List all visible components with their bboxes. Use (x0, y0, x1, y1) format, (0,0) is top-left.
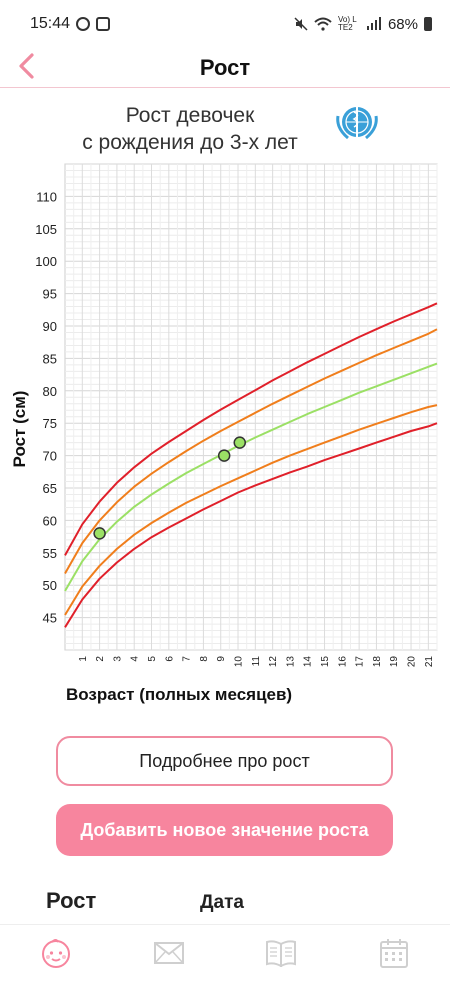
status-bar: 15:44 Vo) LTE2 68% (0, 0, 450, 48)
y-tick-label: 60 (43, 513, 57, 528)
x-tick-label: 3 (112, 656, 123, 662)
x-axis-label: Возраст (полных месяцев) (66, 685, 292, 704)
x-tick-label: 20 (407, 656, 418, 668)
x-tick-label: 21 (424, 656, 435, 668)
back-button[interactable] (10, 50, 42, 82)
battery-percent: 68% (387, 15, 418, 33)
nav-item-messages[interactable] (144, 931, 194, 975)
y-tick-label: 95 (43, 287, 57, 302)
chart-title: Рост девочек с рождения до 3-х лет (40, 102, 340, 156)
y-tick-label: 110 (36, 189, 57, 204)
wifi-icon (314, 17, 332, 31)
measurement-point (233, 436, 247, 449)
x-tick-label: 14 (303, 656, 314, 668)
column-height-header: Рост (46, 888, 97, 913)
x-tick-label: 6 (164, 656, 175, 662)
app-header: Рост (0, 48, 450, 88)
status-left: 15:44 (30, 15, 111, 33)
network-type: Vo) LTE2 (337, 15, 357, 32)
series-line-3 (64, 362, 438, 592)
bottom-nav (0, 924, 450, 1000)
x-tick-label: 17 (355, 656, 366, 668)
x-tick-label: 5 (147, 656, 158, 662)
book-icon (266, 939, 297, 967)
who-logo-icon (336, 106, 378, 140)
app-notification-icon (96, 17, 111, 31)
y-axis-label: Рост (см) (10, 391, 29, 468)
growth-chart-section: 45 50 55 60 65 70 75 80 85 90 95 100 105 110 1 2 3 4 5 6 7 8 9… (0, 96, 450, 716)
x-tick-label: 7 (182, 656, 193, 662)
y-tick-label: 70 (43, 449, 57, 464)
y-tick-label: 75 (43, 416, 57, 431)
x-tick-label: 15 (320, 656, 331, 668)
envelope-icon (153, 941, 184, 964)
y-tick-label: 50 (43, 578, 57, 593)
plot-area (64, 163, 438, 651)
whatsapp-icon (76, 17, 91, 31)
y-tick-label: 100 (35, 254, 57, 269)
nav-item-calendar[interactable] (369, 931, 419, 975)
page-title: Рост (199, 54, 251, 80)
column-date-header: Дата (200, 892, 244, 913)
measurement-point (217, 449, 231, 462)
y-tick-label: 85 (43, 351, 57, 366)
x-tick-label: 1 (78, 656, 89, 662)
x-tick-label: 2 (95, 656, 106, 662)
nav-item-baby[interactable] (31, 931, 81, 975)
chart-title-line2: с рождения до 3-х лет (82, 131, 298, 154)
y-tick-label: 80 (43, 384, 57, 399)
x-tick-label: 10 (234, 656, 245, 668)
chart-title-line1: Рост девочек (125, 104, 255, 127)
more-about-height-button[interactable]: Подробнее про рост (56, 736, 393, 786)
signal-icon (366, 17, 381, 30)
y-tick-label: 65 (43, 481, 57, 496)
y-tick-label: 90 (43, 319, 57, 334)
series-line-5 (64, 302, 438, 556)
series-line-1 (64, 422, 438, 628)
calendar-icon (379, 938, 408, 968)
x-tick-label: 12 (268, 656, 279, 668)
x-tick-label: 11 (251, 656, 262, 667)
x-tick-label: 16 (337, 656, 348, 668)
x-tick-label: 9 (216, 656, 227, 662)
y-tick-label: 105 (35, 222, 57, 237)
x-tick-label: 18 (372, 656, 383, 668)
x-tick-label: 4 (130, 656, 141, 662)
measurement-point (93, 527, 106, 540)
y-tick-label: 55 (43, 546, 57, 561)
add-height-button[interactable]: Добавить новое значение роста (56, 804, 393, 856)
series-line-4 (64, 328, 438, 574)
height-table-header: Рост Дата (0, 884, 450, 924)
battery-icon (424, 17, 432, 31)
series-line-2 (64, 404, 438, 616)
chevron-left-icon (19, 53, 34, 79)
x-tick-label: 19 (389, 656, 400, 668)
mute-icon (294, 17, 308, 31)
x-tick-label: 13 (285, 656, 296, 668)
status-right: Vo) LTE2 68% (294, 16, 432, 33)
baby-face-icon (42, 938, 71, 968)
status-time: 15:44 (30, 15, 71, 32)
nav-item-articles[interactable] (256, 931, 306, 975)
y-tick-label: 45 (43, 611, 57, 626)
x-tick-label: 8 (199, 656, 210, 662)
